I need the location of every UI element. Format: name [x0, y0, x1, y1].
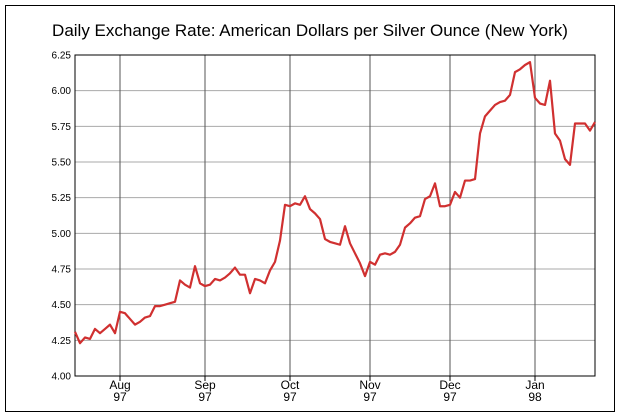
x-tick-label: Jan 98	[525, 378, 545, 404]
y-tick-label: 5.25	[52, 193, 72, 204]
y-tick-label: 6.25	[52, 51, 72, 62]
y-tick-label: 6.00	[52, 86, 72, 97]
x-tick-label: Nov 97	[359, 378, 381, 404]
y-tick-label: 5.00	[52, 229, 72, 240]
y-tick-label: 4.50	[52, 300, 72, 311]
y-tick-label: 5.50	[52, 158, 72, 169]
x-tick-label: Oct 97	[280, 378, 300, 404]
y-tick-label: 4.25	[52, 336, 72, 347]
data-line	[73, 61, 596, 345]
y-tick-label: 4.00	[52, 372, 72, 383]
x-tick-label: Dec 97	[439, 378, 461, 404]
plot-area	[75, 55, 595, 376]
x-tick-label: Sep 97	[194, 378, 216, 404]
chart-title: Daily Exchange Rate: American Dollars pe…	[52, 21, 568, 40]
y-tick-label: 4.75	[52, 265, 72, 276]
plot-border	[74, 54, 596, 377]
y-tick-label: 5.75	[52, 122, 72, 133]
x-tick-label: Aug 97	[109, 378, 131, 404]
